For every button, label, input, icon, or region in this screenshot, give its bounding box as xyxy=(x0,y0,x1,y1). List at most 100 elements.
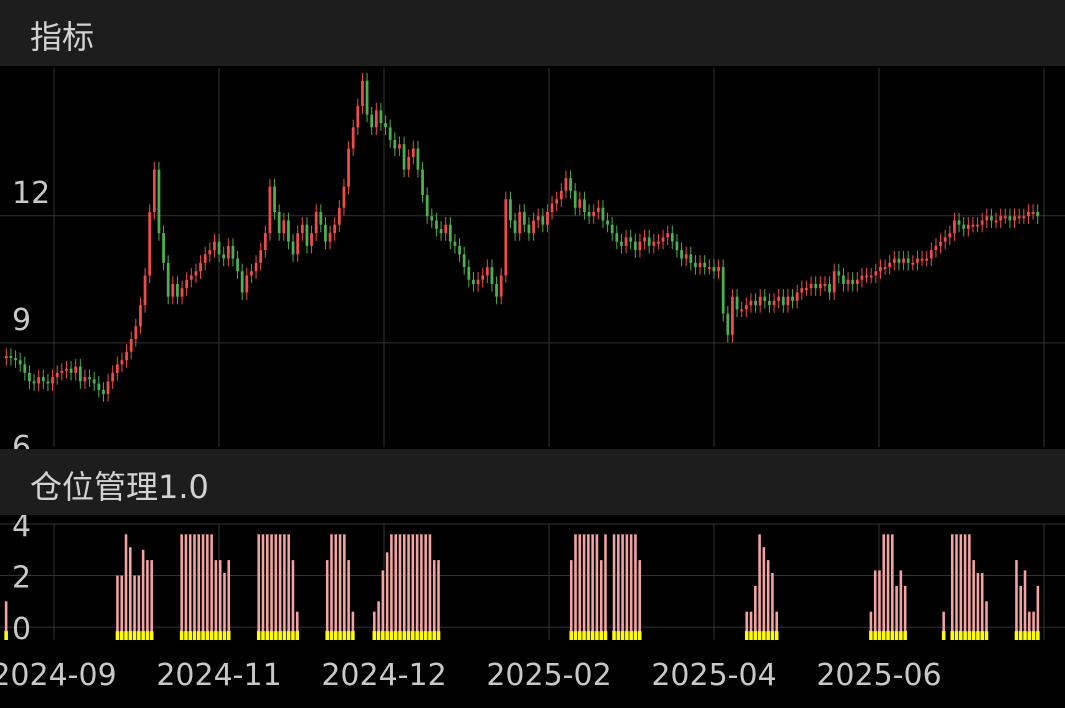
position-bar xyxy=(373,611,376,640)
candle-body xyxy=(439,228,443,234)
candle-body xyxy=(236,258,239,272)
position-bar xyxy=(582,534,586,640)
candle-body xyxy=(532,220,535,234)
candle-body xyxy=(1003,216,1007,219)
position-bar xyxy=(4,601,8,640)
position-bar xyxy=(587,534,590,640)
candle-body xyxy=(384,123,387,128)
position-bar xyxy=(214,560,218,640)
position-bar xyxy=(411,534,415,640)
candle-body xyxy=(874,271,878,276)
position-base-bar xyxy=(984,631,989,640)
position-base-bar xyxy=(385,631,389,640)
position-base-bar xyxy=(625,631,629,640)
position-bar xyxy=(287,534,290,640)
candle-body xyxy=(661,237,665,242)
position-base-bar xyxy=(145,631,150,640)
position-bar xyxy=(188,534,192,640)
candle-body xyxy=(906,258,910,263)
indicator-panel-title: 指标 xyxy=(30,18,95,56)
position-bar xyxy=(257,534,261,640)
position-bar xyxy=(621,534,624,640)
position-base-bar xyxy=(599,631,603,640)
position-base-bar xyxy=(436,631,441,640)
position-bar xyxy=(270,534,273,640)
candle-body xyxy=(347,148,350,187)
position-base-bar xyxy=(603,631,608,640)
position-bar xyxy=(261,534,265,640)
position-base-bar xyxy=(137,631,141,640)
position-bar xyxy=(129,547,132,640)
candle-body xyxy=(1036,211,1040,217)
position-base-bar xyxy=(886,631,890,640)
candle-body xyxy=(148,211,152,276)
position-bar xyxy=(878,570,881,640)
position-base-bar xyxy=(179,631,184,640)
candle-body xyxy=(379,110,383,124)
candle-body xyxy=(860,275,864,280)
candle-body xyxy=(666,233,670,238)
position-base-bar xyxy=(338,631,342,640)
candle-body xyxy=(393,139,397,149)
position-bar xyxy=(869,611,873,640)
candle-body xyxy=(208,250,212,255)
position-base-bar xyxy=(381,631,385,640)
position-bar xyxy=(1023,570,1027,640)
candle-body xyxy=(435,220,438,229)
candle-body xyxy=(735,296,739,310)
position-base-bar xyxy=(149,631,154,640)
position-bar xyxy=(903,585,907,640)
position-bar xyxy=(407,534,410,640)
position-bar xyxy=(206,534,209,640)
candle-body xyxy=(999,216,1003,221)
position-base-bar xyxy=(325,631,329,640)
position-bar xyxy=(377,601,380,640)
position-base-bar xyxy=(188,631,193,640)
position-bar xyxy=(591,534,594,640)
candle-body xyxy=(758,296,762,306)
candle-body xyxy=(578,199,582,208)
position-base-bar xyxy=(115,631,120,640)
position-tick-label: 4 xyxy=(12,509,31,544)
position-base-bar xyxy=(950,631,955,640)
candle-body xyxy=(712,267,716,272)
candle-body xyxy=(680,250,683,259)
candle-body xyxy=(929,250,933,259)
candle-body xyxy=(675,241,679,251)
position-base-bar xyxy=(286,631,291,640)
position-bar xyxy=(569,560,573,640)
position-base-bar xyxy=(976,631,980,640)
candle-body xyxy=(342,186,346,208)
candle-body xyxy=(564,178,568,191)
position-base-bar xyxy=(573,631,578,640)
candle-body xyxy=(120,360,124,365)
candle-body xyxy=(726,313,730,335)
candle-body xyxy=(846,279,850,284)
candle-body xyxy=(4,355,8,359)
position-base-bar xyxy=(894,631,899,640)
candle-body xyxy=(481,275,485,280)
position-base-bar xyxy=(586,631,591,640)
candle-body xyxy=(670,233,674,242)
position-bar xyxy=(424,534,427,640)
candle-body xyxy=(786,296,790,306)
candle-body xyxy=(1017,216,1021,219)
candlestick-series xyxy=(4,73,1040,402)
candle-body xyxy=(305,224,309,246)
position-base-bar xyxy=(757,631,762,640)
candle-body xyxy=(444,224,448,234)
position-bar xyxy=(985,601,988,640)
position-base-bar xyxy=(406,631,411,640)
candle-body xyxy=(115,364,119,373)
position-base-bar xyxy=(582,631,586,640)
candle-body xyxy=(134,326,138,340)
candle-body xyxy=(684,254,688,259)
candle-body xyxy=(555,199,559,204)
candle-body xyxy=(499,275,503,297)
position-bar xyxy=(351,611,355,640)
position-bar xyxy=(980,572,984,640)
candle-body xyxy=(300,224,304,234)
position-bar xyxy=(942,611,945,640)
candle-body xyxy=(162,233,165,263)
position-base-bar xyxy=(423,631,428,640)
